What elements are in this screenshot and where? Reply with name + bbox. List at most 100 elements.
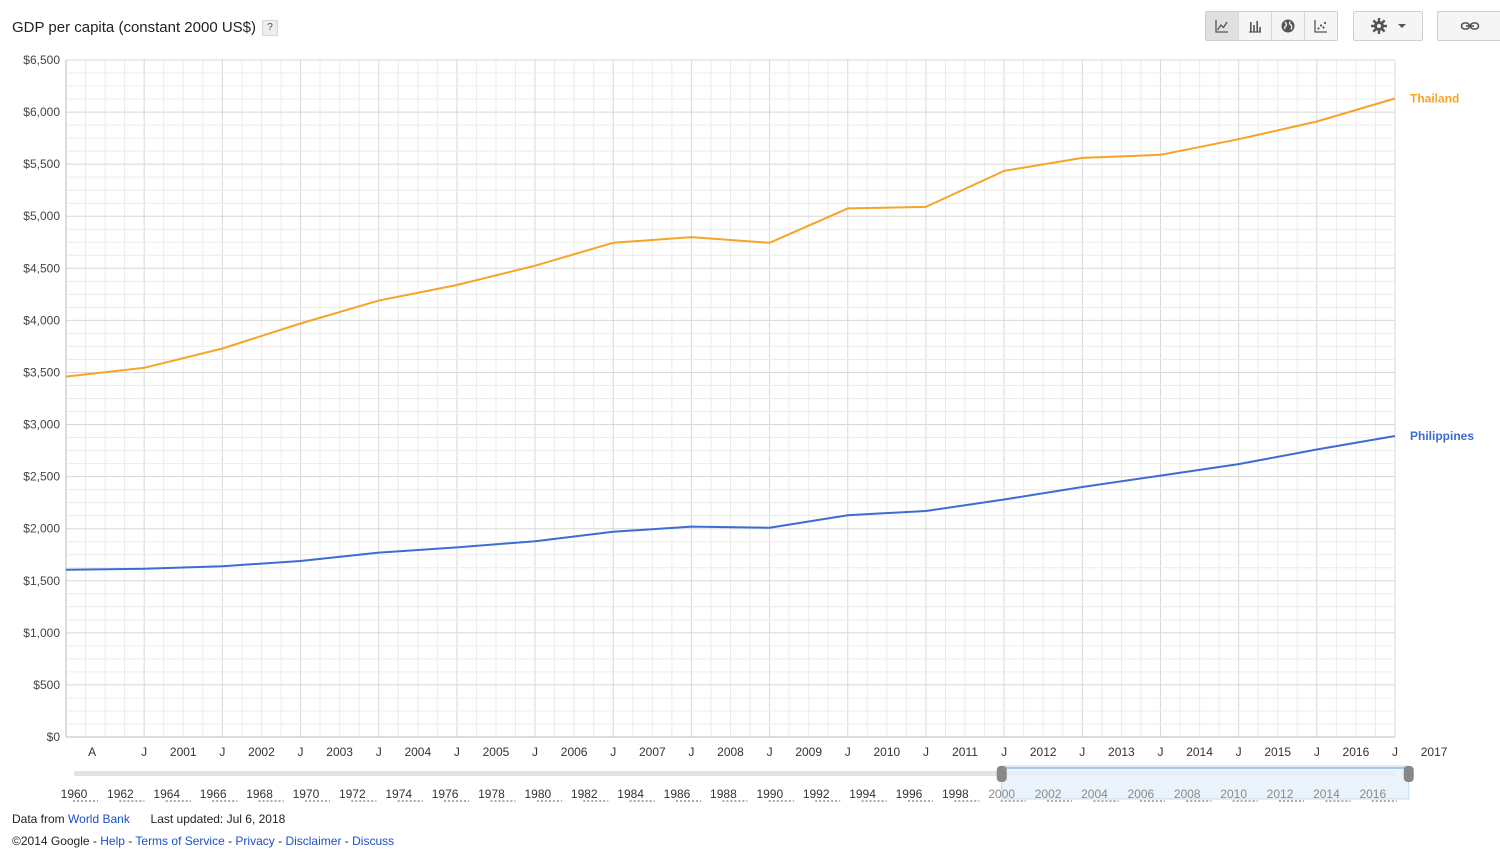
world-bank-link[interactable]: World Bank <box>68 812 130 826</box>
line-chart-icon <box>1215 20 1228 33</box>
x-tick-label: 2003 <box>326 745 353 759</box>
x-tick-label: J <box>1392 745 1398 759</box>
range-year-label: 2002 <box>1035 787 1062 801</box>
x-tick-label: J <box>141 745 147 759</box>
y-tick-label: $6,000 <box>23 105 60 119</box>
range-year-label: 1984 <box>617 787 644 801</box>
gear-icon <box>1371 18 1387 34</box>
line-chart-view-button[interactable] <box>1206 12 1239 40</box>
x-tick-label: 2002 <box>248 745 275 759</box>
range-year-label: 1986 <box>664 787 691 801</box>
range-year-label: 1980 <box>525 787 552 801</box>
y-tick-label: $2,000 <box>23 522 60 536</box>
range-year-label: 2006 <box>1128 787 1155 801</box>
x-tick-label: 2013 <box>1108 745 1135 759</box>
x-tick-label: 2011 <box>952 745 978 759</box>
y-tick-label: $3,500 <box>23 365 60 379</box>
x-tick-label: 2006 <box>561 745 588 759</box>
range-year-label: 1994 <box>849 787 876 801</box>
bar-chart-view-button[interactable] <box>1239 12 1272 40</box>
link-icon <box>1460 22 1479 30</box>
x-tick-label: J <box>845 745 851 759</box>
x-tick-label: 2017 <box>1421 745 1448 759</box>
x-tick-label: 2016 <box>1343 745 1370 759</box>
x-tick-label: A <box>88 745 96 759</box>
range-year-label: 2008 <box>1174 787 1201 801</box>
map-view-button[interactable] <box>1272 12 1305 40</box>
x-tick-label: J <box>1079 745 1085 759</box>
x-tick-label: J <box>532 745 538 759</box>
range-year-label: 1960 <box>61 787 88 801</box>
range-year-label: 2012 <box>1267 787 1294 801</box>
y-tick-label: $0 <box>47 730 61 744</box>
range-year-label: 1990 <box>756 787 783 801</box>
last-updated-text: Last updated: Jul 6, 2018 <box>150 812 286 826</box>
y-tick-label: $1,000 <box>23 626 60 640</box>
series-label-thailand: Thailand <box>1410 92 1459 106</box>
x-tick-label: 2012 <box>1030 745 1057 759</box>
y-tick-label: $1,500 <box>23 574 60 588</box>
x-tick-label: 2007 <box>639 745 666 759</box>
range-year-label: 1974 <box>385 787 412 801</box>
range-year-label: 1964 <box>153 787 180 801</box>
share-link-button[interactable] <box>1437 11 1500 41</box>
range-end-handle[interactable] <box>1403 766 1414 782</box>
series-label-philippines: Philippines <box>1410 429 1474 443</box>
x-tick-label: J <box>610 745 616 759</box>
chart-title-row: GDP per capita (constant 2000 US$) ? <box>12 18 279 36</box>
x-tick-label: J <box>219 745 225 759</box>
x-tick-label: J <box>688 745 694 759</box>
range-year-label: 2014 <box>1313 787 1340 801</box>
x-tick-label: J <box>454 745 460 759</box>
x-tick-label: 2001 <box>170 745 197 759</box>
range-year-label: 1972 <box>339 787 366 801</box>
x-tick-label: 2009 <box>795 745 822 759</box>
scatter-view-button[interactable] <box>1305 12 1337 40</box>
globe-map-icon <box>1281 19 1295 33</box>
discuss-link[interactable]: Discuss <box>352 834 395 848</box>
x-tick-label: J <box>1236 745 1242 759</box>
range-year-label: 1968 <box>246 787 273 801</box>
x-tick-label: J <box>1001 745 1007 759</box>
x-tick-label: J <box>767 745 773 759</box>
x-tick-label: J <box>1314 745 1320 759</box>
series-line-philippines <box>65 435 1396 571</box>
disclaimer-link[interactable]: Disclaimer <box>285 834 342 848</box>
data-source-line: Data from World Bank Last updated: Jul 6… <box>12 812 285 826</box>
x-tick-label: 2005 <box>483 745 510 759</box>
privacy-link[interactable]: Privacy <box>235 834 275 848</box>
range-year-label: 1988 <box>710 787 737 801</box>
copyright-text: ©2014 Google - <box>12 834 97 848</box>
chart-title: GDP per capita (constant 2000 US$) <box>12 18 257 36</box>
range-year-label: 1982 <box>571 787 598 801</box>
range-year-label: 1970 <box>293 787 320 801</box>
range-year-label: 1996 <box>896 787 923 801</box>
scatter-chart-icon <box>1314 20 1327 33</box>
range-year-label: 1962 <box>107 787 134 801</box>
range-selection <box>1001 765 1410 800</box>
range-year-label: 2010 <box>1220 787 1247 801</box>
y-tick-label: $500 <box>33 678 60 692</box>
range-year-label: 2004 <box>1081 787 1108 801</box>
help-link[interactable]: Help <box>100 834 125 848</box>
x-tick-label: 2004 <box>404 745 431 759</box>
x-tick-label: J <box>1157 745 1163 759</box>
terms-of-service-link[interactable]: Terms of Service <box>135 834 225 848</box>
data-from-label: Data from <box>12 812 65 826</box>
range-year-label: 2016 <box>1359 787 1386 801</box>
y-tick-label: $5,500 <box>23 157 60 171</box>
help-button[interactable]: ? <box>262 20 279 36</box>
x-tick-label: J <box>298 745 304 759</box>
range-year-label: 1998 <box>942 787 969 801</box>
range-year-label: 1966 <box>200 787 227 801</box>
range-start-handle[interactable] <box>996 766 1007 782</box>
x-tick-label: 2015 <box>1264 745 1291 759</box>
x-tick-label: J <box>376 745 382 759</box>
x-tick-label: 2014 <box>1186 745 1213 759</box>
bar-chart-icon <box>1249 21 1261 33</box>
chart-type-switcher <box>1205 11 1338 41</box>
settings-button[interactable] <box>1353 11 1423 41</box>
y-tick-label: $4,500 <box>23 261 60 275</box>
y-tick-label: $5,000 <box>23 209 60 223</box>
